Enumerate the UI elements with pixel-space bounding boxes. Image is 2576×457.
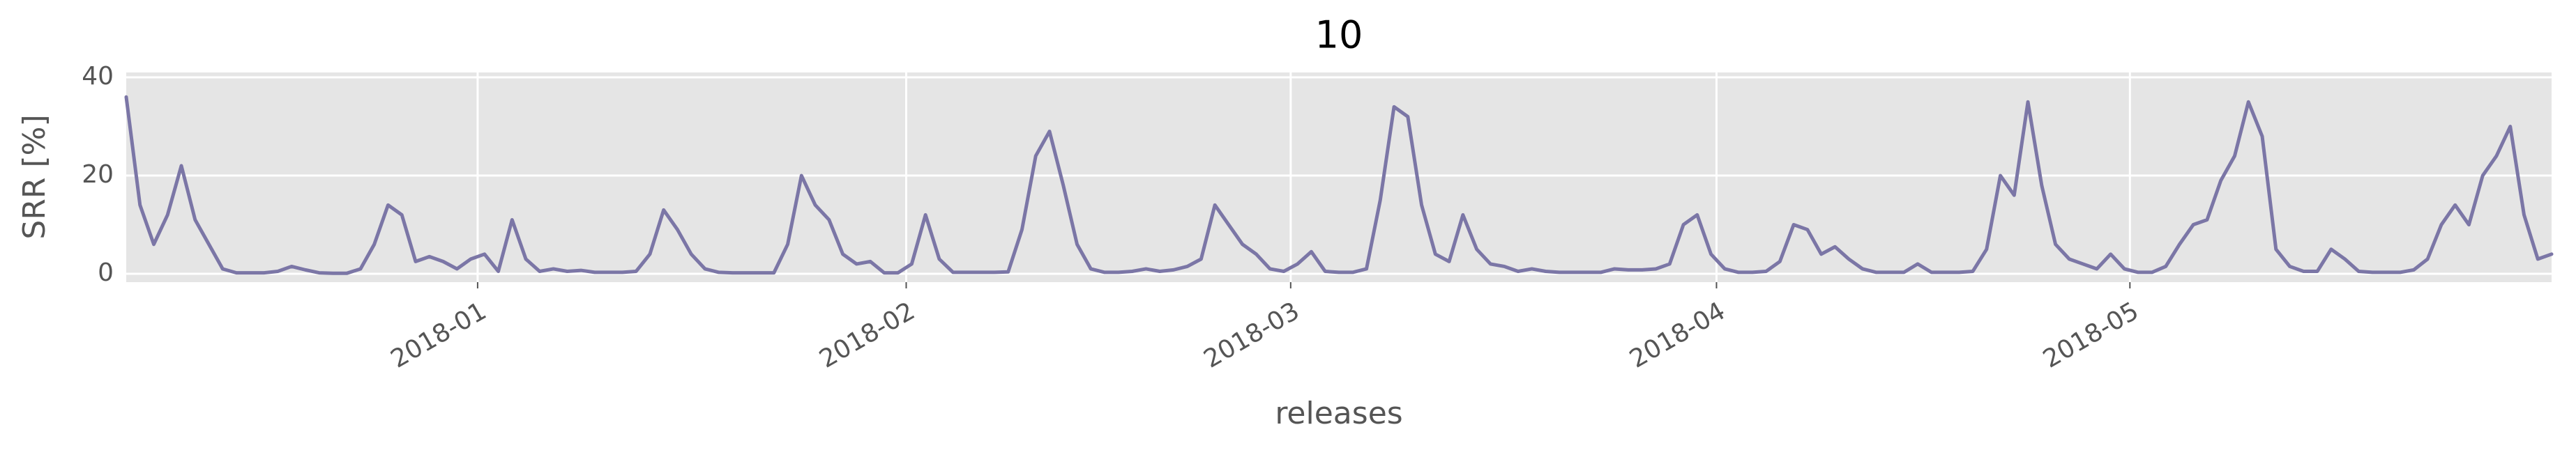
x-axis-label: releases (1275, 396, 1402, 431)
y-tick-label: 20 (82, 160, 114, 189)
x-tick-label: 2018-04 (1625, 297, 1730, 374)
marks (124, 95, 2554, 275)
y-tick-label: 40 (82, 62, 114, 91)
x-tick-label: 2018-02 (815, 297, 920, 374)
chart-title: 10 (1315, 13, 1363, 57)
x-tick-label: 2018-01 (386, 297, 492, 374)
plot-area (126, 72, 2552, 282)
y-tick-label: 0 (98, 258, 114, 287)
x-tick-label: 2018-03 (1199, 297, 1305, 374)
x-tick-label: 2018-05 (2038, 297, 2144, 374)
y-axis-label: SRR [%] (17, 114, 52, 239)
series-line (124, 95, 2554, 275)
